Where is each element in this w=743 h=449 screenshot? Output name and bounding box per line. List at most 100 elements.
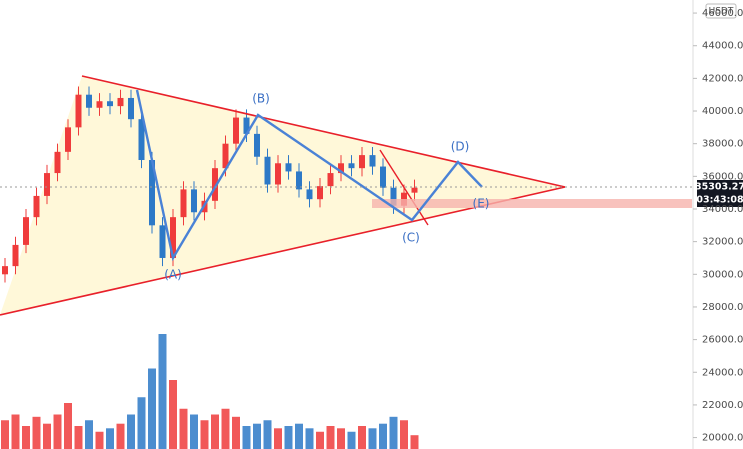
candle-body <box>86 94 92 108</box>
countdown-box <box>697 194 743 207</box>
volume-bar <box>106 428 114 449</box>
trend-line <box>81 75 566 188</box>
volume-bar <box>22 426 30 449</box>
y-tick-label: 38000.00 <box>702 139 743 150</box>
candle-body <box>96 101 103 108</box>
y-tick-label: 28000.00 <box>702 302 743 313</box>
volume-bar <box>137 397 146 449</box>
y-tick-label: 32000.00 <box>702 237 743 248</box>
currency-box <box>705 3 737 19</box>
y-tick-label: 34000.00 <box>702 204 743 215</box>
y-tick-label: 44000.00 <box>702 41 743 52</box>
last-price: 35303.27 <box>695 182 743 193</box>
volume-bar <box>347 431 356 449</box>
volume-bar <box>358 426 366 449</box>
candle-body <box>54 151 61 174</box>
candle-body <box>222 143 229 169</box>
candle-body <box>264 156 271 185</box>
y-tick-label: 24000.00 <box>702 367 743 378</box>
wave-label: (D) <box>451 140 470 154</box>
volume-bar <box>305 428 314 449</box>
candle-body <box>75 94 82 128</box>
wave-label: (E) <box>473 197 490 211</box>
trend-line <box>379 149 429 226</box>
trend-line <box>0 186 566 316</box>
volume-bar <box>284 426 293 449</box>
y-tick-label: 36000.00 <box>702 171 743 182</box>
candle-body <box>33 195 40 218</box>
candle-body <box>243 117 250 134</box>
volume-bar <box>95 431 104 449</box>
candle-body <box>117 97 124 107</box>
candle-body <box>2 266 8 275</box>
candle-body <box>65 127 71 152</box>
y-tick-label: 22000.00 <box>702 400 743 411</box>
volume-bar <box>337 428 345 449</box>
candle-body <box>348 163 355 169</box>
wave-path <box>135 89 483 262</box>
volume-bar <box>253 423 261 449</box>
candle-body <box>390 187 397 206</box>
candle-body <box>359 155 365 169</box>
candle-body <box>128 97 134 120</box>
candle-body <box>12 244 19 267</box>
volume-bar <box>326 426 335 449</box>
candle-body <box>306 189 313 200</box>
volume-bar <box>179 408 188 449</box>
volume-bar <box>274 428 282 449</box>
plot-area <box>1 86 419 449</box>
y-tick-label: 46000.00 <box>702 8 743 19</box>
volume-bar <box>148 368 156 449</box>
candle-body <box>138 119 145 161</box>
candle-body <box>159 225 166 258</box>
volume-bar <box>32 416 41 449</box>
volume-bar <box>400 420 408 449</box>
volume-bar <box>11 414 20 449</box>
volume-bar <box>74 426 83 449</box>
candle-body <box>254 133 260 157</box>
volume-bar <box>211 414 219 449</box>
candle-body <box>317 186 323 200</box>
volume-bar <box>221 408 230 449</box>
candle-body <box>296 171 302 190</box>
candle-body <box>369 155 376 167</box>
y-tick-label: 26000.00 <box>702 335 743 346</box>
volume-bar <box>389 416 398 449</box>
candle-body <box>212 168 218 201</box>
y-tick-label: 20000.00 <box>702 433 743 444</box>
candle-body <box>327 173 334 187</box>
y-tick-label: 30000.00 <box>702 269 743 280</box>
candle-body <box>191 189 197 213</box>
wave-label: (B) <box>252 92 270 106</box>
volume-bar <box>232 416 240 449</box>
volume-bar <box>242 426 251 449</box>
candle-body <box>44 173 50 196</box>
volume-bar <box>64 403 72 449</box>
volume-bar <box>368 428 377 449</box>
volume-bar <box>1 420 9 449</box>
volume-bar <box>410 435 419 449</box>
volume-bar <box>190 414 198 449</box>
zone <box>372 199 692 208</box>
volume-bar <box>263 420 272 449</box>
volume-bar <box>85 420 93 449</box>
wave-label: (C) <box>402 231 420 245</box>
candle-body <box>23 217 29 245</box>
volume-bar <box>158 334 167 449</box>
volume-bar <box>43 423 51 449</box>
candle-body <box>180 189 187 218</box>
y-tick-label: 40000.00 <box>702 106 743 117</box>
y-tick-label: 42000.00 <box>702 73 743 84</box>
price-box <box>697 180 743 194</box>
candle-body <box>275 163 281 185</box>
volume-bar <box>116 423 125 449</box>
wave-label: (A) <box>164 268 182 282</box>
candle-body <box>233 117 239 144</box>
countdown: 03:43:08 <box>696 195 743 206</box>
candle-body <box>380 166 386 188</box>
volume-bar <box>127 414 135 449</box>
candle-body <box>338 163 344 174</box>
volume-bar <box>316 431 324 449</box>
candle-body <box>170 217 176 258</box>
